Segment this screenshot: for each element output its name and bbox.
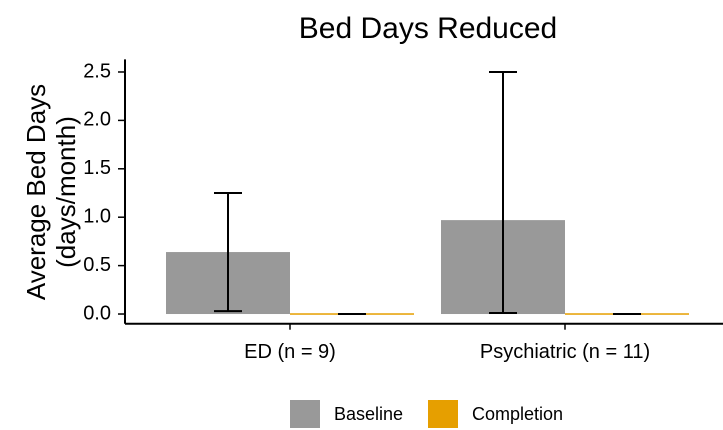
y-tick-label: 0.5	[83, 254, 111, 276]
y-tick-label: 0.0	[83, 302, 111, 324]
y-tick-label: 1.5	[83, 157, 111, 179]
y-tick-label: 1.0	[83, 205, 111, 227]
y-axis-label: (days/month)	[51, 116, 81, 268]
x-tick-label: Psychiatric (n = 11)	[480, 341, 650, 363]
legend-swatch	[290, 400, 320, 428]
chart-title: Bed Days Reduced	[299, 12, 558, 45]
y-tick-label: 2.0	[83, 109, 111, 131]
legend-label: Baseline	[334, 404, 403, 424]
y-axis-label: Average Bed Days	[21, 84, 51, 300]
legend-swatch	[428, 400, 458, 428]
legend-label: Completion	[472, 404, 563, 424]
x-tick-label: ED (n = 9)	[244, 341, 336, 363]
y-tick-label: 2.5	[83, 60, 111, 82]
